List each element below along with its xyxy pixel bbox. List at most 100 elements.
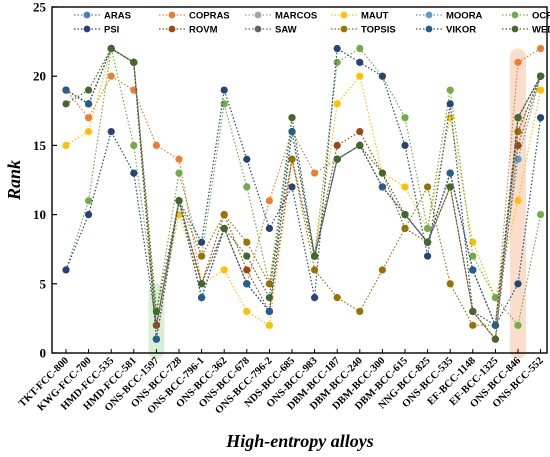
data-point — [537, 44, 545, 53]
data-point — [62, 266, 70, 274]
data-point — [175, 197, 183, 205]
series-line — [65, 47, 542, 340]
y-tick-label: 15 — [33, 138, 47, 153]
data-point — [220, 224, 228, 233]
data-point — [107, 72, 115, 80]
legend-marker — [83, 11, 91, 19]
legend-label: OCRA — [532, 11, 550, 22]
legend-label: ARAS — [104, 11, 131, 22]
data-point — [514, 197, 522, 205]
data-point — [469, 266, 477, 274]
plot-frame — [51, 6, 548, 354]
y-tick-label: 25 — [33, 0, 47, 15]
legend-label: VIKOR — [446, 25, 476, 36]
data-point — [62, 86, 70, 94]
data-point — [491, 294, 499, 302]
data-point — [378, 266, 386, 274]
data-point — [401, 141, 409, 149]
data-point — [491, 321, 499, 329]
legend-item-vikor: VIKOR — [416, 25, 476, 36]
legend-item-marcos: MARCOS — [245, 11, 317, 22]
legend-marker — [168, 25, 176, 33]
data-point — [85, 127, 93, 136]
legend-label: SAW — [275, 25, 297, 36]
data-point — [514, 127, 522, 136]
data-point — [198, 252, 206, 260]
data-point — [243, 252, 251, 260]
data-point — [130, 141, 138, 149]
data-point — [288, 114, 296, 122]
data-point — [265, 197, 273, 205]
data-point — [130, 169, 138, 177]
data-point — [424, 224, 432, 233]
data-point — [356, 44, 364, 53]
data-point — [107, 44, 115, 53]
legend-item-maut: MAUT — [331, 11, 389, 22]
data-point — [288, 155, 296, 163]
y-tick-label: 5 — [40, 276, 47, 291]
y-axis: 0 5 10 15 20 25 — [33, 0, 57, 361]
data-point — [401, 114, 409, 122]
legend-item-aras: ARAS — [74, 11, 131, 22]
legend-marker — [83, 25, 91, 33]
data-point — [378, 169, 386, 177]
data-point — [152, 307, 160, 316]
series-line — [65, 47, 542, 341]
data-point — [243, 183, 251, 191]
data-point — [265, 307, 273, 316]
data-point — [62, 141, 70, 149]
data-point — [333, 58, 341, 66]
data-point — [198, 294, 206, 302]
data-point — [130, 58, 138, 66]
data-point — [469, 321, 477, 329]
series-line — [65, 47, 542, 341]
data-point — [469, 307, 477, 316]
legend-item-wedba: WEDBA — [502, 25, 550, 36]
data-point — [424, 252, 432, 260]
y-tick-label: 0 — [40, 346, 47, 361]
legend-item-moora: MOORA — [416, 11, 483, 22]
data-point — [378, 72, 386, 80]
data-point — [152, 141, 160, 149]
data-point — [265, 280, 273, 288]
data-point — [85, 197, 93, 205]
legend-item-saw: SAW — [245, 25, 297, 36]
legend-label: PSI — [104, 25, 119, 36]
legend-item-psi: PSI — [74, 25, 119, 36]
data-point — [446, 183, 454, 191]
data-point — [198, 280, 206, 288]
data-point — [356, 58, 364, 66]
data-point — [424, 238, 432, 246]
data-point — [265, 321, 273, 329]
data-point — [356, 72, 364, 80]
data-point — [333, 44, 341, 53]
data-point — [514, 155, 522, 163]
series-line — [65, 47, 542, 327]
x-axis-label: High-entropy alloys — [225, 431, 374, 451]
data-point — [85, 100, 93, 108]
data-point — [356, 141, 364, 149]
data-point — [107, 127, 115, 136]
legend-item-topsis: TOPSIS — [331, 25, 396, 36]
data-point — [378, 183, 386, 191]
y-tick-label: 20 — [33, 69, 46, 84]
data-point — [243, 307, 251, 316]
legend-label: COPRAS — [189, 11, 230, 22]
data-point — [175, 155, 183, 163]
data-point — [333, 294, 341, 302]
data-point — [62, 100, 70, 108]
legend-label: TOPSIS — [361, 25, 396, 36]
data-point — [243, 155, 251, 163]
data-point — [243, 238, 251, 246]
data-point — [265, 224, 273, 233]
data-point — [356, 307, 364, 316]
legend-marker — [511, 11, 519, 19]
series-psi — [62, 44, 545, 329]
data-point — [85, 114, 93, 122]
series-wedba — [62, 44, 545, 343]
data-point — [514, 280, 522, 288]
data-point — [514, 321, 522, 329]
legend-marker — [511, 25, 519, 33]
legend-label: WEDBA — [532, 25, 550, 36]
